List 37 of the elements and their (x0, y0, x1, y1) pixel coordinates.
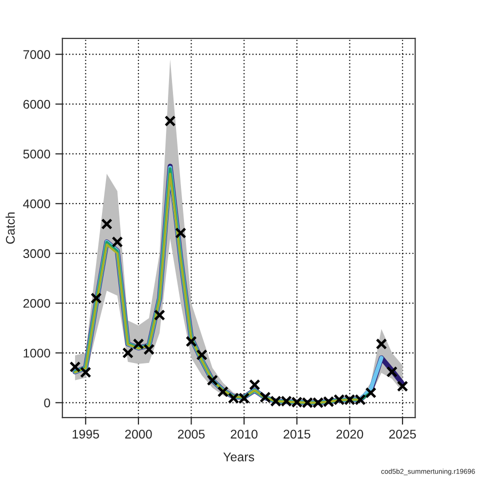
point (132, 338, 144, 350)
x-tick-label: 2020 (336, 430, 364, 439)
point (206, 374, 218, 386)
x-axis-title: Years (223, 452, 254, 462)
y-tick-label: 5000 (23, 150, 50, 159)
y-axis-title: Catch (6, 212, 15, 244)
point (376, 338, 388, 350)
point (101, 218, 112, 230)
point (80, 366, 92, 378)
y-tick-label: 2000 (23, 298, 50, 308)
point (143, 344, 155, 356)
x-tick-label: 2005 (178, 430, 205, 439)
y-tick-label: 7000 (23, 50, 50, 59)
point (90, 292, 102, 304)
y-tick-label: 1000 (24, 348, 50, 358)
point (164, 115, 176, 127)
y-tick-label: 4000 (23, 199, 50, 208)
point (386, 366, 398, 378)
x-tick-label: 2025 (389, 430, 416, 439)
point (186, 336, 197, 348)
point (196, 349, 208, 361)
y-tick-label: 3000 (23, 249, 50, 258)
x-tick-label: 2015 (284, 430, 310, 439)
point (69, 361, 81, 372)
point (396, 380, 408, 392)
point (175, 227, 186, 239)
point (112, 236, 123, 248)
x-tick-label: 1995 (72, 430, 100, 439)
point (249, 379, 260, 390)
point (365, 387, 376, 398)
point (154, 309, 166, 321)
x-tick-label: 2000 (125, 430, 152, 439)
y-tick-label: 6000 (23, 100, 50, 109)
point (122, 347, 134, 359)
y-tick-label: 0 (44, 398, 50, 408)
x-tick-label: 2010 (230, 430, 258, 439)
point (217, 386, 229, 398)
